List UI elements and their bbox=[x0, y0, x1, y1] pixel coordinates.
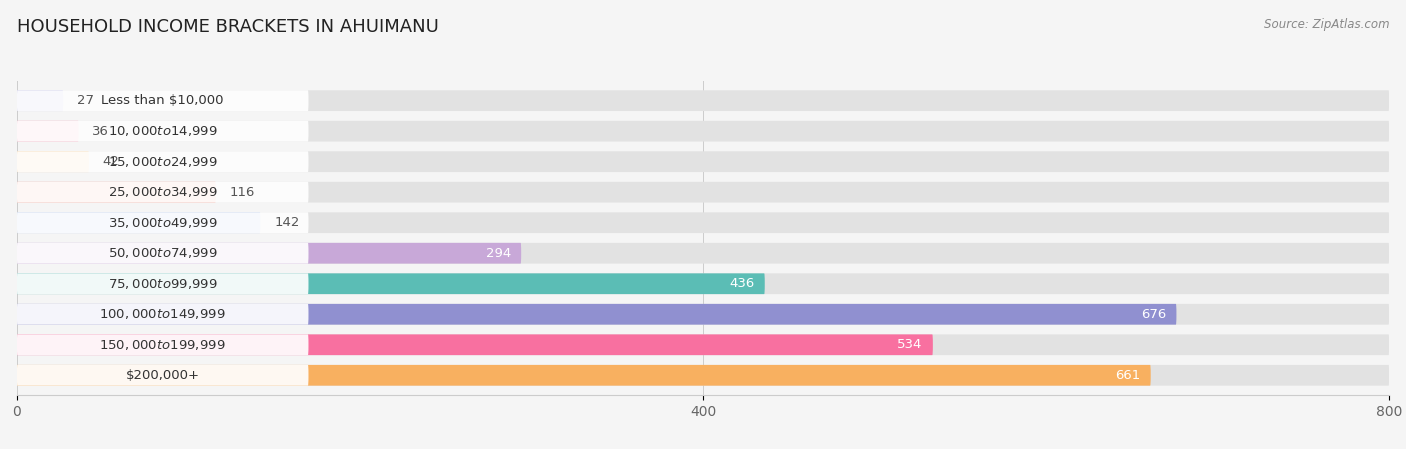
FancyBboxPatch shape bbox=[17, 90, 308, 111]
Text: 661: 661 bbox=[1115, 369, 1140, 382]
FancyBboxPatch shape bbox=[17, 151, 308, 172]
FancyBboxPatch shape bbox=[17, 304, 1177, 325]
FancyBboxPatch shape bbox=[17, 182, 308, 202]
FancyBboxPatch shape bbox=[17, 90, 63, 111]
FancyBboxPatch shape bbox=[17, 212, 1389, 233]
FancyBboxPatch shape bbox=[17, 273, 308, 294]
FancyBboxPatch shape bbox=[17, 243, 308, 264]
FancyBboxPatch shape bbox=[17, 335, 1389, 355]
Text: HOUSEHOLD INCOME BRACKETS IN AHUIMANU: HOUSEHOLD INCOME BRACKETS IN AHUIMANU bbox=[17, 18, 439, 36]
FancyBboxPatch shape bbox=[17, 212, 260, 233]
Text: 42: 42 bbox=[103, 155, 120, 168]
Text: $10,000 to $14,999: $10,000 to $14,999 bbox=[108, 124, 218, 138]
Text: 436: 436 bbox=[730, 277, 755, 290]
FancyBboxPatch shape bbox=[17, 121, 1389, 141]
FancyBboxPatch shape bbox=[17, 151, 89, 172]
Text: $35,000 to $49,999: $35,000 to $49,999 bbox=[108, 216, 218, 230]
FancyBboxPatch shape bbox=[17, 335, 932, 355]
FancyBboxPatch shape bbox=[17, 273, 765, 294]
Text: $15,000 to $24,999: $15,000 to $24,999 bbox=[108, 155, 218, 169]
FancyBboxPatch shape bbox=[17, 182, 217, 202]
Text: 142: 142 bbox=[274, 216, 299, 229]
FancyBboxPatch shape bbox=[17, 90, 1389, 111]
FancyBboxPatch shape bbox=[17, 365, 1150, 386]
FancyBboxPatch shape bbox=[17, 273, 1389, 294]
Text: $50,000 to $74,999: $50,000 to $74,999 bbox=[108, 246, 218, 260]
Text: $100,000 to $149,999: $100,000 to $149,999 bbox=[100, 307, 226, 321]
FancyBboxPatch shape bbox=[17, 121, 308, 141]
Text: 676: 676 bbox=[1140, 308, 1166, 321]
Text: 27: 27 bbox=[77, 94, 94, 107]
FancyBboxPatch shape bbox=[17, 151, 1389, 172]
FancyBboxPatch shape bbox=[17, 365, 308, 386]
Text: 534: 534 bbox=[897, 338, 922, 351]
FancyBboxPatch shape bbox=[17, 304, 1389, 325]
FancyBboxPatch shape bbox=[17, 243, 522, 264]
Text: Source: ZipAtlas.com: Source: ZipAtlas.com bbox=[1264, 18, 1389, 31]
Text: $200,000+: $200,000+ bbox=[125, 369, 200, 382]
Text: Less than $10,000: Less than $10,000 bbox=[101, 94, 224, 107]
Text: $150,000 to $199,999: $150,000 to $199,999 bbox=[100, 338, 226, 352]
FancyBboxPatch shape bbox=[17, 182, 1389, 202]
FancyBboxPatch shape bbox=[17, 121, 79, 141]
Text: 36: 36 bbox=[93, 125, 110, 138]
FancyBboxPatch shape bbox=[17, 304, 308, 325]
Text: 294: 294 bbox=[485, 247, 510, 260]
Text: $25,000 to $34,999: $25,000 to $34,999 bbox=[108, 185, 218, 199]
FancyBboxPatch shape bbox=[17, 243, 1389, 264]
Text: 116: 116 bbox=[229, 186, 254, 199]
FancyBboxPatch shape bbox=[17, 365, 1389, 386]
FancyBboxPatch shape bbox=[17, 212, 308, 233]
FancyBboxPatch shape bbox=[17, 335, 308, 355]
Text: $75,000 to $99,999: $75,000 to $99,999 bbox=[108, 277, 218, 291]
